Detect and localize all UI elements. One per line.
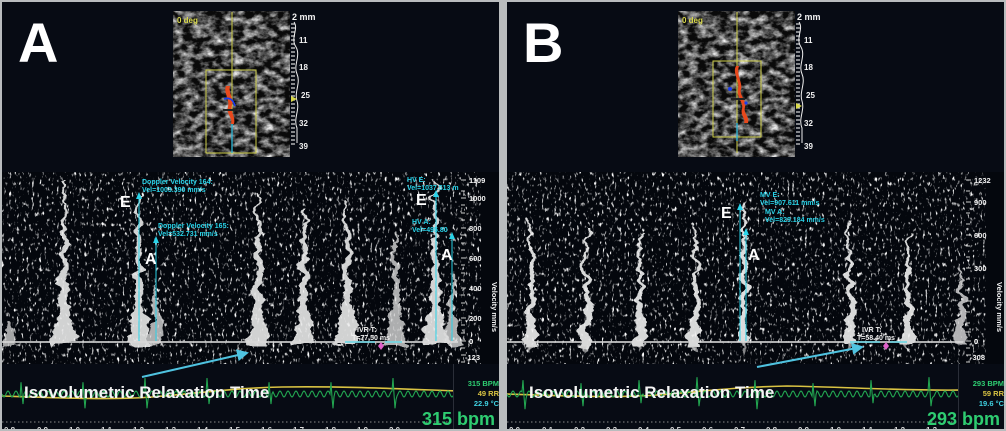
svg-text:E: E <box>721 205 732 222</box>
svg-text:1.8: 1.8 <box>325 426 337 429</box>
svg-text:1.6: 1.6 <box>261 426 273 429</box>
svg-text:200: 200 <box>469 314 482 323</box>
svg-text:1.2: 1.2 <box>894 426 906 429</box>
svg-text:900: 900 <box>974 198 987 207</box>
svg-text:0.8: 0.8 <box>766 426 778 429</box>
svg-text:25: 25 <box>301 91 310 100</box>
svg-text:Vel=829.184 mm/s: Vel=829.184 mm/s <box>765 217 825 224</box>
svg-text:39: 39 <box>804 142 813 151</box>
svg-text:11: 11 <box>804 36 813 45</box>
svg-text:18: 18 <box>299 63 308 72</box>
svg-text:0.7: 0.7 <box>734 426 746 429</box>
svg-text:25: 25 <box>806 91 815 100</box>
svg-text:MV E:: MV E: <box>760 192 779 199</box>
svg-text:2 mm: 2 mm <box>797 12 821 22</box>
svg-text:0.1: 0.1 <box>542 426 554 429</box>
svg-text:1.0: 1.0 <box>830 426 842 429</box>
svg-text:1.1: 1.1 <box>101 426 113 429</box>
svg-text:T=58.40 ms: T=58.40 ms <box>857 335 895 342</box>
svg-text:0 deg: 0 deg <box>177 16 198 25</box>
svg-text:IVR T:: IVR T: <box>357 327 376 334</box>
svg-text:0.8: 0.8 <box>4 426 16 429</box>
svg-text:MV A:: MV A: <box>765 209 785 216</box>
svg-text:0: 0 <box>469 337 473 346</box>
svg-text:IVR T:: IVR T: <box>862 327 881 334</box>
svg-text:Doppler Velocity 164:: Doppler Velocity 164: <box>142 179 213 186</box>
svg-text:600: 600 <box>974 231 987 240</box>
svg-text:0.0: 0.0 <box>509 426 521 429</box>
svg-text:1000: 1000 <box>469 194 486 203</box>
svg-text:-123: -123 <box>465 353 480 362</box>
svg-text:1232: 1232 <box>974 176 991 185</box>
svg-text:Isovolumetric Relaxation Time: Isovolumetric Relaxation Time <box>24 383 269 402</box>
svg-text:2.0: 2.0 <box>389 426 401 429</box>
svg-text:0.6: 0.6 <box>702 426 714 429</box>
svg-text:300: 300 <box>974 264 987 273</box>
svg-text:1.7: 1.7 <box>293 426 305 429</box>
svg-text:Doppler Velocity 165:: Doppler Velocity 165: <box>158 223 229 230</box>
svg-text:Velocity mm/s: Velocity mm/s <box>490 282 499 332</box>
svg-text:39: 39 <box>299 142 308 151</box>
svg-text:18: 18 <box>804 63 813 72</box>
svg-text:1109: 1109 <box>469 176 485 185</box>
svg-text:1.0: 1.0 <box>69 426 81 429</box>
svg-text:1.1: 1.1 <box>862 426 874 429</box>
svg-text:1.3: 1.3 <box>165 426 177 429</box>
svg-text:0.5: 0.5 <box>670 426 682 429</box>
svg-text:800: 800 <box>469 224 482 233</box>
svg-text:400: 400 <box>469 284 482 293</box>
svg-text:0.3: 0.3 <box>606 426 618 429</box>
svg-text:0.4: 0.4 <box>638 426 650 429</box>
svg-text:Vel=495.80: Vel=495.80 <box>412 227 448 234</box>
svg-text:Isovolumetric Relaxation Time: Isovolumetric Relaxation Time <box>529 383 774 402</box>
svg-text:32: 32 <box>804 119 813 128</box>
svg-text:A: A <box>441 247 453 264</box>
svg-text:Vel=1003.390 mm/s: Vel=1003.390 mm/s <box>142 187 206 194</box>
svg-text:1.2: 1.2 <box>133 426 145 429</box>
svg-text:600: 600 <box>469 254 482 263</box>
svg-text:0 deg: 0 deg <box>682 16 703 25</box>
svg-text:1.9: 1.9 <box>357 426 369 429</box>
svg-text:Vel=1037.513 m: Vel=1037.513 m <box>407 185 459 192</box>
svg-text:0: 0 <box>974 337 978 346</box>
svg-text:A: A <box>145 251 157 268</box>
svg-text:HV E:: HV E: <box>407 177 426 184</box>
svg-text:0.2: 0.2 <box>574 426 586 429</box>
svg-text:Vel=532.731 mm/s: Vel=532.731 mm/s <box>158 231 218 238</box>
svg-text:E: E <box>120 194 131 211</box>
svg-text:11: 11 <box>299 36 308 45</box>
svg-text:1.5: 1.5 <box>229 426 241 429</box>
svg-text:2 mm: 2 mm <box>292 12 316 22</box>
svg-text:0.9: 0.9 <box>37 426 49 429</box>
svg-text:Vel=907.611 mm/s: Vel=907.611 mm/s <box>760 200 819 207</box>
svg-text:0.9: 0.9 <box>798 426 810 429</box>
svg-text:32: 32 <box>299 119 308 128</box>
svg-text:T=77.50 ms: T=77.50 ms <box>352 335 390 342</box>
svg-text:E: E <box>416 192 427 209</box>
svg-text:A: A <box>748 247 760 264</box>
svg-text:HV A:: HV A: <box>412 219 431 226</box>
svg-text:1.4: 1.4 <box>197 426 209 429</box>
svg-text:Velocity mm/s: Velocity mm/s <box>995 282 1004 332</box>
svg-text:-308: -308 <box>970 353 985 362</box>
